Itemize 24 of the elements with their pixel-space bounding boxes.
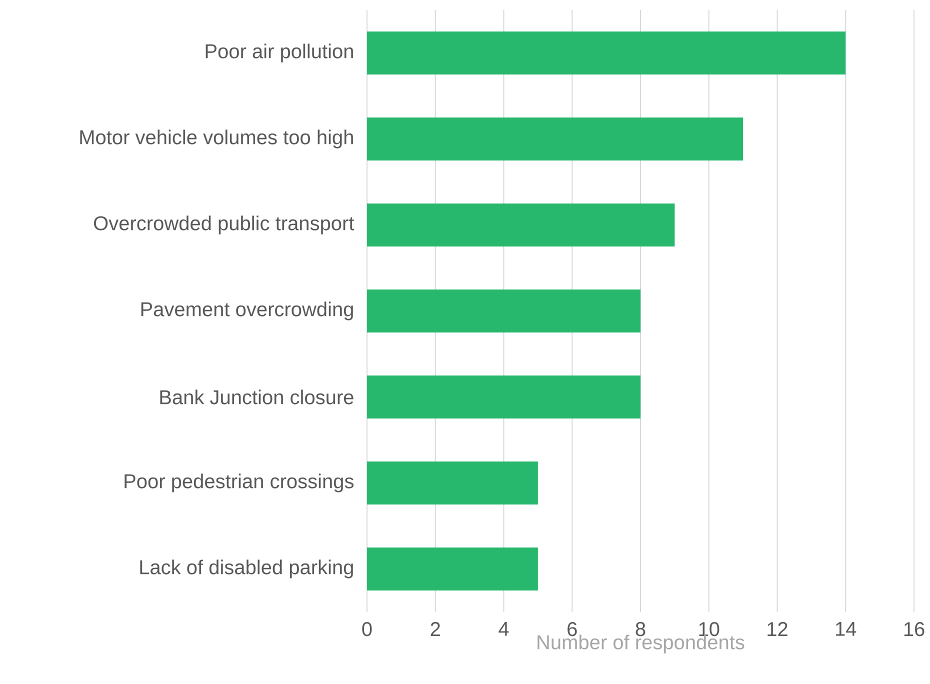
x-tick-label: 16 xyxy=(904,622,924,636)
y-tick-label: Bank Junction closure xyxy=(160,390,354,404)
x-tick-label: 4 xyxy=(498,622,509,636)
y-tick-label: Poor pedestrian crossings xyxy=(124,474,354,492)
x-tick-label: 6 xyxy=(568,622,577,636)
y-tick-label: Poor air pollution xyxy=(206,44,353,62)
x-tick-label: 2 xyxy=(430,622,440,636)
x-tick-label: 14 xyxy=(836,622,856,636)
x-tick-label: 0 xyxy=(362,622,372,636)
x-tick-label: 10 xyxy=(699,622,720,636)
bar xyxy=(367,290,640,332)
bar xyxy=(367,204,675,246)
y-tick-label: Pavement overcrowding xyxy=(141,302,353,320)
bar xyxy=(367,547,538,590)
x-tick-label: 8 xyxy=(636,622,646,636)
bar xyxy=(367,118,744,161)
x-tick-label: 12 xyxy=(768,622,788,636)
bar xyxy=(367,462,538,504)
bar xyxy=(367,32,846,75)
y-tick-label: Motor vehicle volumes too high xyxy=(80,130,353,148)
y-tick-label: Overcrowded public transport xyxy=(94,216,354,234)
bar xyxy=(367,375,640,418)
y-tick-label: Lack of disabled parking xyxy=(140,560,353,578)
x-axis-title: Number of respondents xyxy=(538,634,744,654)
